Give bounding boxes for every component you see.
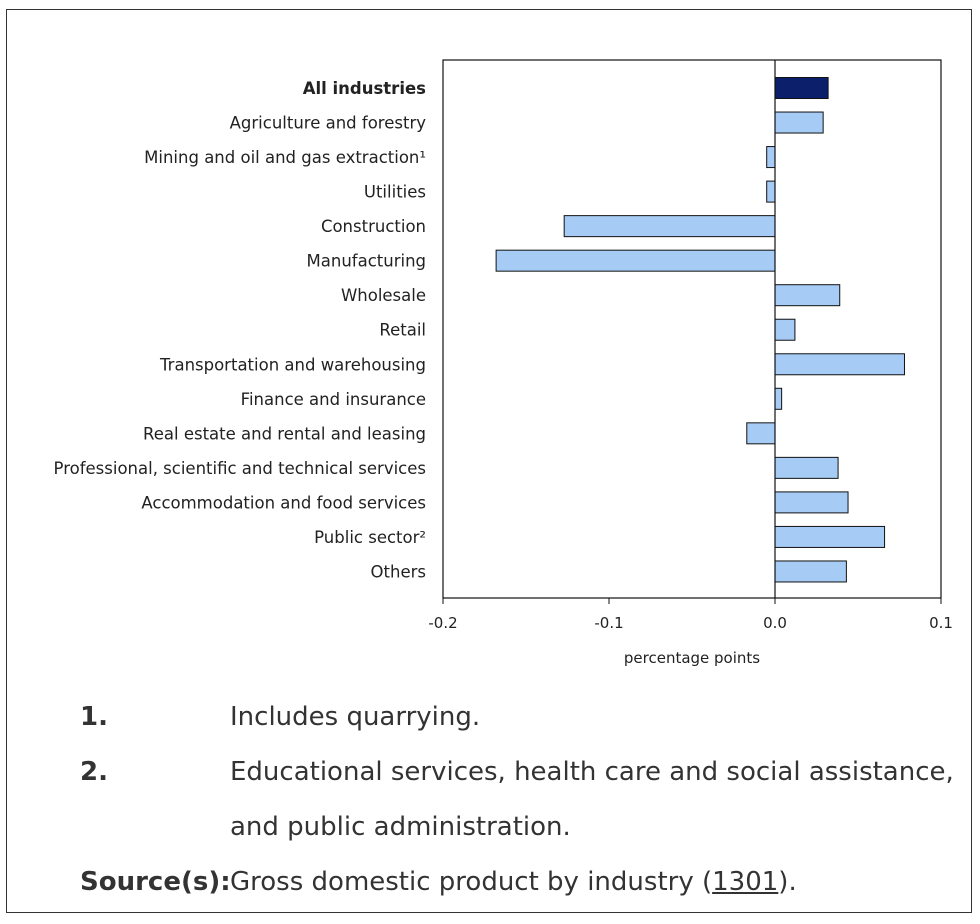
bar-13: [774, 525, 886, 548]
category-label-6: Wholesale: [341, 286, 426, 305]
source-text-before: Gross domestic product by industry (: [230, 867, 713, 897]
footnotes: 1. Includes quarrying. 2. Educational se…: [80, 690, 960, 910]
bar-5: [495, 249, 776, 272]
category-label-9: Finance and insurance: [241, 390, 426, 409]
category-label-11: Professional, scientific and technical s…: [54, 459, 426, 478]
x-tick-label-3: 0.1: [929, 614, 953, 632]
category-label-1: Agriculture and forestry: [230, 114, 427, 133]
x-tick-label-2: 0.0: [763, 614, 787, 632]
category-label-13: Public sector²: [314, 528, 426, 547]
category-label-7: Retail: [379, 321, 426, 340]
category-label-0: All industries: [303, 79, 426, 98]
x-tick-label-1: -0.1: [594, 614, 623, 632]
bar-12: [774, 491, 849, 514]
bar-3: [766, 180, 776, 203]
category-label-8: Transportation and warehousing: [159, 355, 426, 374]
source-text-after: ).: [778, 867, 797, 897]
bar-6: [774, 284, 841, 307]
category-label-3: Utilities: [364, 183, 426, 202]
bar-1: [774, 111, 824, 134]
bar-7: [774, 318, 796, 341]
bar-10: [746, 422, 776, 445]
bar-8: [774, 353, 905, 376]
footnote-2: 2. Educational services, health care and…: [80, 745, 960, 855]
bar-2: [766, 146, 776, 169]
footnote-1: 1. Includes quarrying.: [80, 690, 960, 745]
category-label-4: Construction: [321, 217, 426, 236]
source-table-link[interactable]: 1301: [712, 867, 779, 897]
source-text: Gross domestic product by industry (1301…: [230, 855, 960, 910]
bar-4: [563, 215, 776, 238]
category-label-5: Manufacturing: [307, 252, 426, 271]
bar-14: [774, 560, 847, 583]
plot-area: [442, 59, 942, 599]
category-label-10: Real estate and rental and leasing: [143, 424, 426, 443]
bar-11: [774, 456, 839, 479]
x-axis-title: percentage points: [624, 649, 760, 667]
bar-0: [774, 77, 829, 99]
figure-frame: All industries Agriculture and forestry Mi…: [6, 9, 972, 913]
footnote-1-number: 1.: [80, 702, 108, 732]
footnote-1-text: Includes quarrying.: [230, 702, 481, 732]
category-label-14: Others: [371, 562, 426, 581]
source-row: Source(s): Gross domestic product by ind…: [80, 855, 960, 910]
category-label-2: Mining and oil and gas extraction¹: [144, 148, 426, 167]
source-label: Source(s):: [80, 867, 231, 897]
bar-9: [774, 387, 783, 410]
footnote-2-text: Educational services, health care and so…: [230, 757, 954, 842]
footnote-2-number: 2.: [80, 757, 108, 787]
category-label-12: Accommodation and food services: [141, 493, 426, 512]
x-tick-label-0: -0.2: [428, 614, 457, 632]
bar-chart: All industries Agriculture and forestry Mi…: [54, 59, 953, 667]
